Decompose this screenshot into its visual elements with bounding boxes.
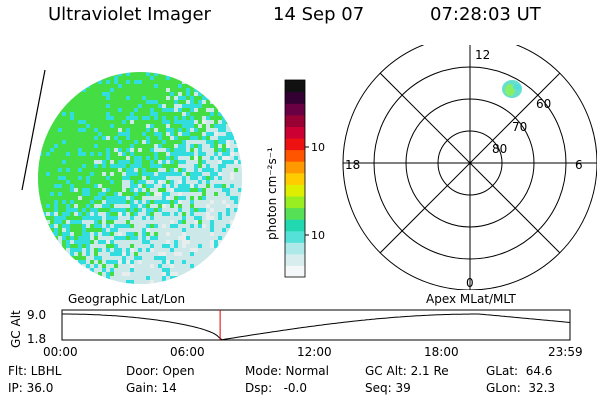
mlt-label-top: 12	[475, 48, 490, 62]
color-bar-label-10: 10	[311, 229, 325, 242]
info-gain: Gain: 14	[126, 381, 177, 395]
info-filter: Flt: LBHL	[8, 364, 62, 378]
orbit-altitude-curve	[62, 313, 571, 341]
orbit-y-tick-low: 1.8	[27, 332, 46, 346]
color-bar-unit-label: photon cm⁻²s⁻¹	[265, 147, 279, 240]
lat-label-70: 70	[512, 120, 527, 134]
info-glon: GLon: 32.3	[486, 381, 556, 395]
orbit-right-title: Apex MLat/MLT	[426, 292, 516, 306]
color-bar-label-100: 100	[311, 141, 325, 154]
orbit-plot: Geographic Lat/Lon Apex MLat/MLT GC Alt …	[9, 292, 571, 348]
orbit-y-tick-high: 9.0	[27, 308, 46, 322]
orbit-x-tick-2: 12:00	[297, 345, 332, 359]
orbit-y-axis-label: GC Alt	[9, 310, 23, 348]
instrument-title: Ultraviolet Imager	[48, 4, 211, 25]
color-bar-frame	[284, 79, 306, 278]
date-label: 14 Sep 07	[273, 4, 365, 25]
mlt-label-left: 18	[345, 158, 360, 172]
mlt-line-diag2	[379, 72, 561, 254]
orbit-x-tick-1: 06:00	[170, 345, 205, 359]
info-glat: GLat: 64.6	[486, 364, 553, 378]
info-ip: IP: 36.0	[8, 381, 54, 395]
time-label: 07:28:03 UT	[430, 4, 541, 25]
orbit-x-tick-3: 18:00	[424, 345, 459, 359]
info-seq: Seq: 39	[365, 381, 411, 395]
oval-patch	[502, 80, 522, 98]
color-bar: 100 10 photon cm⁻²s⁻¹	[265, 79, 325, 278]
mlt-label-right: 6	[575, 158, 583, 172]
color-bar-scale	[285, 80, 305, 278]
orbit-x-tick-4: 23:59	[548, 345, 583, 359]
info-door: Door: Open	[126, 364, 195, 378]
limb-line	[21, 69, 46, 191]
earth-uv-image	[21, 69, 242, 284]
info-mode: Mode: Normal	[245, 364, 329, 378]
mlt-label-bottom: 0	[466, 276, 474, 290]
orbit-frame	[61, 309, 571, 341]
lat-label-60: 60	[536, 97, 551, 111]
info-gc-alt: GC Alt: 2.1 Re	[365, 364, 449, 378]
info-dsp: Dsp: -0.0	[245, 381, 308, 395]
earth-disk	[38, 72, 242, 284]
polar-plot: 12 0 18 6 60 70 80	[342, 45, 597, 290]
orbit-left-title: Geographic Lat/Lon	[68, 292, 185, 306]
lat-label-80: 80	[492, 142, 507, 156]
orbit-x-tick-0: 00:00	[43, 345, 78, 359]
